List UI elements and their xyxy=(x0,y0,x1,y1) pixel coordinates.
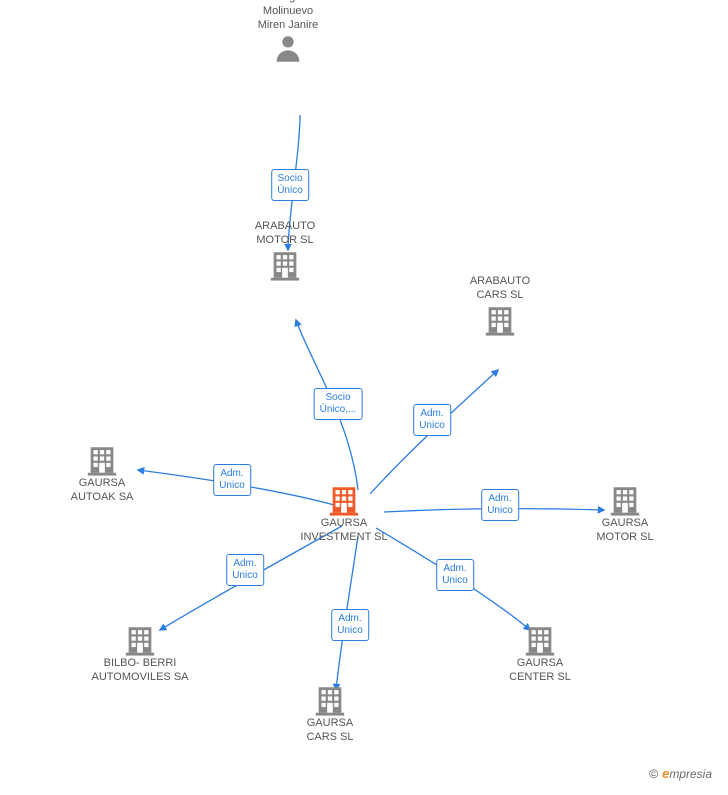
node-label: GAURSA CARS SL xyxy=(306,717,353,745)
node-rodriguez[interactable]: Rodriguez Molinuevo Miren Janire xyxy=(233,0,343,66)
node-label: GAURSA MOTOR SL xyxy=(596,517,653,545)
center-node[interactable]: GAURSA INVESTMENT SL xyxy=(289,483,399,545)
node-label: GAURSA INVESTMENT SL xyxy=(300,517,387,545)
building-icon xyxy=(268,248,302,282)
node-label: ARABAUTO MOTOR SL xyxy=(255,220,315,248)
building-icon xyxy=(483,303,517,337)
building-icon xyxy=(523,623,557,657)
diagram-stage: GAURSA INVESTMENT SL Rodriguez Molinuevo … xyxy=(0,0,728,795)
building-icon xyxy=(85,443,119,477)
person-icon xyxy=(271,32,305,66)
edge-label: Adm. Unico xyxy=(331,609,369,641)
node-label: ARABAUTO CARS SL xyxy=(470,275,530,303)
node-arabauto-motor[interactable]: ARABAUTO MOTOR SL xyxy=(230,220,340,282)
node-gaursa-motor[interactable]: GAURSA MOTOR SL xyxy=(570,483,680,545)
building-icon xyxy=(123,623,157,657)
edge-label: Adm. Unico xyxy=(481,489,519,521)
node-label: BILBO- BERRI AUTOMOVILES SA xyxy=(92,657,189,685)
building-icon xyxy=(313,683,347,717)
edge-label: Socio Único xyxy=(271,169,309,201)
building-icon xyxy=(327,483,361,517)
node-label: GAURSA CENTER SL xyxy=(509,657,571,685)
node-bilbo-berri[interactable]: BILBO- BERRI AUTOMOVILES SA xyxy=(85,623,195,685)
edge-label: Adm. Unico xyxy=(213,464,251,496)
node-gaursa-cars[interactable]: GAURSA CARS SL xyxy=(275,683,385,745)
edge-label: Adm. Unico xyxy=(226,554,264,586)
edge-label: Adm. Unico xyxy=(436,559,474,591)
node-arabauto-cars[interactable]: ARABAUTO CARS SL xyxy=(445,275,555,337)
edge-label: Adm. Unico xyxy=(413,404,451,436)
edge-label: Socio Único,... xyxy=(314,388,363,420)
node-gaursa-autoak[interactable]: GAURSA AUTOAK SA xyxy=(47,443,157,505)
node-label: GAURSA AUTOAK SA xyxy=(71,477,134,505)
building-icon xyxy=(608,483,642,517)
node-gaursa-center[interactable]: GAURSA CENTER SL xyxy=(485,623,595,685)
node-label: Rodriguez Molinuevo Miren Janire xyxy=(258,0,319,32)
